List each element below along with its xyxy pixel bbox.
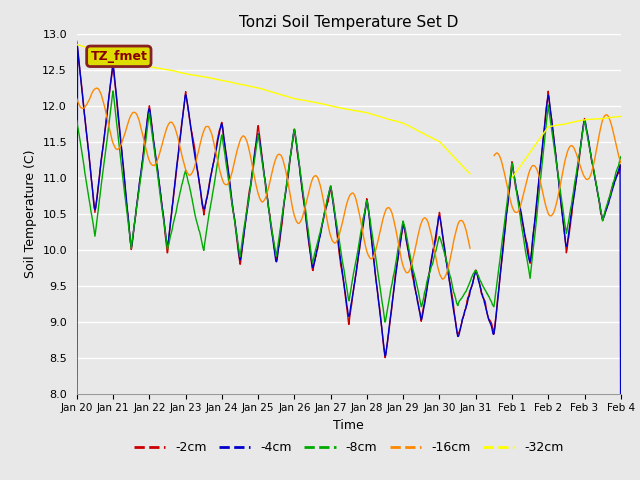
Title: Tonzi Soil Temperature Set D: Tonzi Soil Temperature Set D bbox=[239, 15, 458, 30]
Legend: -2cm, -4cm, -8cm, -16cm, -32cm: -2cm, -4cm, -8cm, -16cm, -32cm bbox=[129, 436, 568, 459]
Y-axis label: Soil Temperature (C): Soil Temperature (C) bbox=[24, 149, 36, 278]
Text: TZ_fmet: TZ_fmet bbox=[90, 50, 147, 63]
X-axis label: Time: Time bbox=[333, 419, 364, 432]
